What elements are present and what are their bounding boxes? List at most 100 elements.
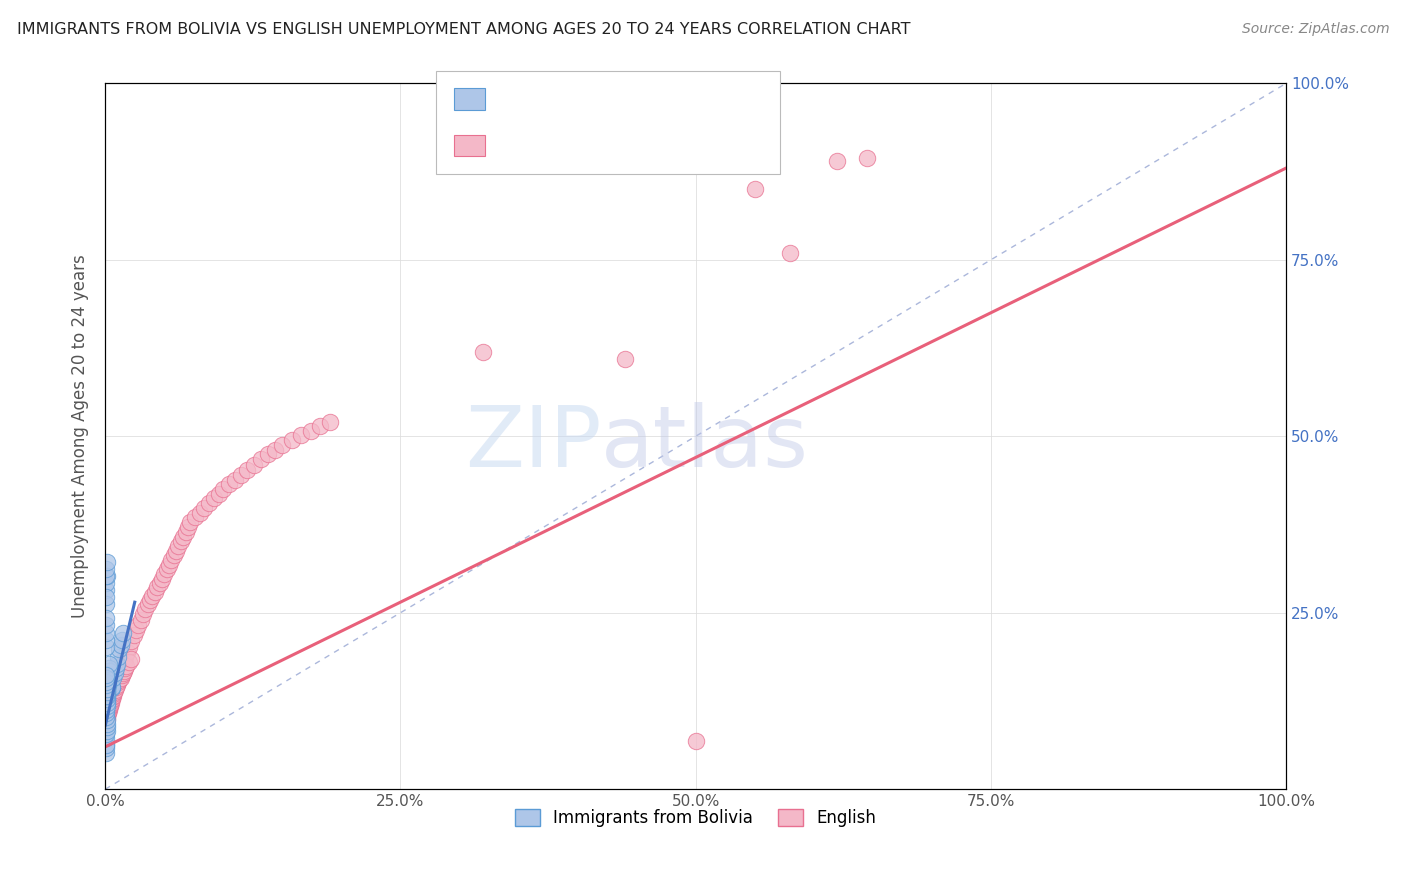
Point — [96, 696, 118, 710]
Point — [104, 680, 127, 694]
Point — [107, 649, 129, 664]
Point — [257, 447, 280, 461]
Point — [114, 661, 136, 675]
Text: atlas: atlas — [602, 402, 808, 485]
Point — [96, 739, 118, 753]
Point — [179, 516, 201, 530]
Point — [236, 463, 259, 477]
Point — [96, 583, 118, 598]
Point — [163, 548, 186, 562]
Point — [96, 668, 118, 682]
Point — [97, 678, 120, 692]
Point — [96, 691, 118, 706]
Point — [98, 657, 121, 671]
Point — [98, 698, 121, 712]
Point — [202, 491, 225, 506]
Point — [100, 685, 122, 699]
Point — [108, 662, 131, 676]
Point — [96, 681, 118, 696]
Text: 0.414: 0.414 — [524, 90, 581, 108]
Point — [156, 562, 179, 576]
Point — [104, 668, 127, 682]
Point — [114, 649, 136, 664]
Text: 112: 112 — [619, 136, 657, 154]
Point — [96, 555, 118, 569]
Point — [127, 618, 149, 632]
Point — [96, 696, 118, 710]
Point — [97, 678, 120, 692]
Point — [779, 245, 801, 260]
Point — [100, 696, 122, 710]
Point — [96, 689, 118, 703]
Point — [96, 618, 118, 632]
Point — [96, 710, 118, 724]
Point — [96, 685, 118, 699]
Point — [96, 562, 118, 576]
Point — [96, 691, 118, 706]
Point — [112, 664, 135, 678]
Point — [101, 689, 124, 703]
Point — [290, 428, 312, 442]
Point — [96, 675, 118, 690]
Point — [110, 671, 132, 685]
Point — [96, 710, 118, 724]
Point — [97, 691, 120, 706]
Point — [100, 691, 122, 706]
Point — [120, 634, 142, 648]
Point — [97, 671, 120, 685]
Text: R =: R = — [491, 90, 530, 108]
Point — [96, 724, 118, 739]
Point — [96, 689, 118, 703]
Point — [229, 468, 252, 483]
Text: N =: N = — [569, 136, 621, 154]
Point — [96, 685, 118, 699]
Point — [103, 675, 125, 690]
Point — [108, 642, 131, 657]
Point — [98, 676, 121, 690]
Point — [243, 458, 266, 472]
Point — [96, 691, 118, 706]
Text: 77: 77 — [619, 90, 644, 108]
Point — [318, 415, 340, 429]
Point — [97, 680, 120, 694]
Y-axis label: Unemployment Among Ages 20 to 24 years: Unemployment Among Ages 20 to 24 years — [72, 254, 89, 618]
Point — [96, 640, 118, 654]
Point — [160, 553, 183, 567]
Point — [97, 664, 120, 678]
Point — [96, 632, 118, 647]
Point — [96, 696, 118, 710]
Point — [96, 739, 118, 753]
Point — [96, 689, 118, 703]
Point — [146, 580, 169, 594]
Point — [172, 530, 194, 544]
Text: ZIP: ZIP — [464, 402, 602, 485]
Text: R =: R = — [491, 136, 530, 154]
Point — [96, 712, 118, 726]
Point — [104, 673, 127, 687]
Point — [118, 655, 141, 669]
Point — [98, 701, 121, 715]
Point — [96, 673, 118, 687]
Point — [472, 344, 495, 359]
Point — [153, 566, 176, 581]
Point — [167, 539, 190, 553]
Point — [100, 689, 122, 703]
Text: Source: ZipAtlas.com: Source: ZipAtlas.com — [1241, 22, 1389, 37]
Point — [97, 671, 120, 685]
Point — [110, 638, 132, 652]
Point — [101, 678, 124, 692]
Point — [105, 678, 128, 692]
Point — [98, 687, 121, 701]
Point — [134, 602, 156, 616]
Point — [96, 717, 118, 731]
Point — [207, 487, 229, 501]
Point — [96, 706, 118, 720]
Point — [170, 533, 193, 548]
Point — [112, 655, 135, 669]
Point — [97, 661, 120, 675]
Point — [96, 576, 118, 591]
Point — [103, 671, 125, 685]
Point — [224, 473, 246, 487]
Point — [98, 696, 121, 710]
Point — [97, 671, 120, 685]
